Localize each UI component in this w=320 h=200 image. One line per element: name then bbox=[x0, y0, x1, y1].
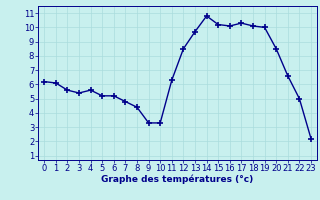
X-axis label: Graphe des températures (°c): Graphe des températures (°c) bbox=[101, 175, 254, 184]
